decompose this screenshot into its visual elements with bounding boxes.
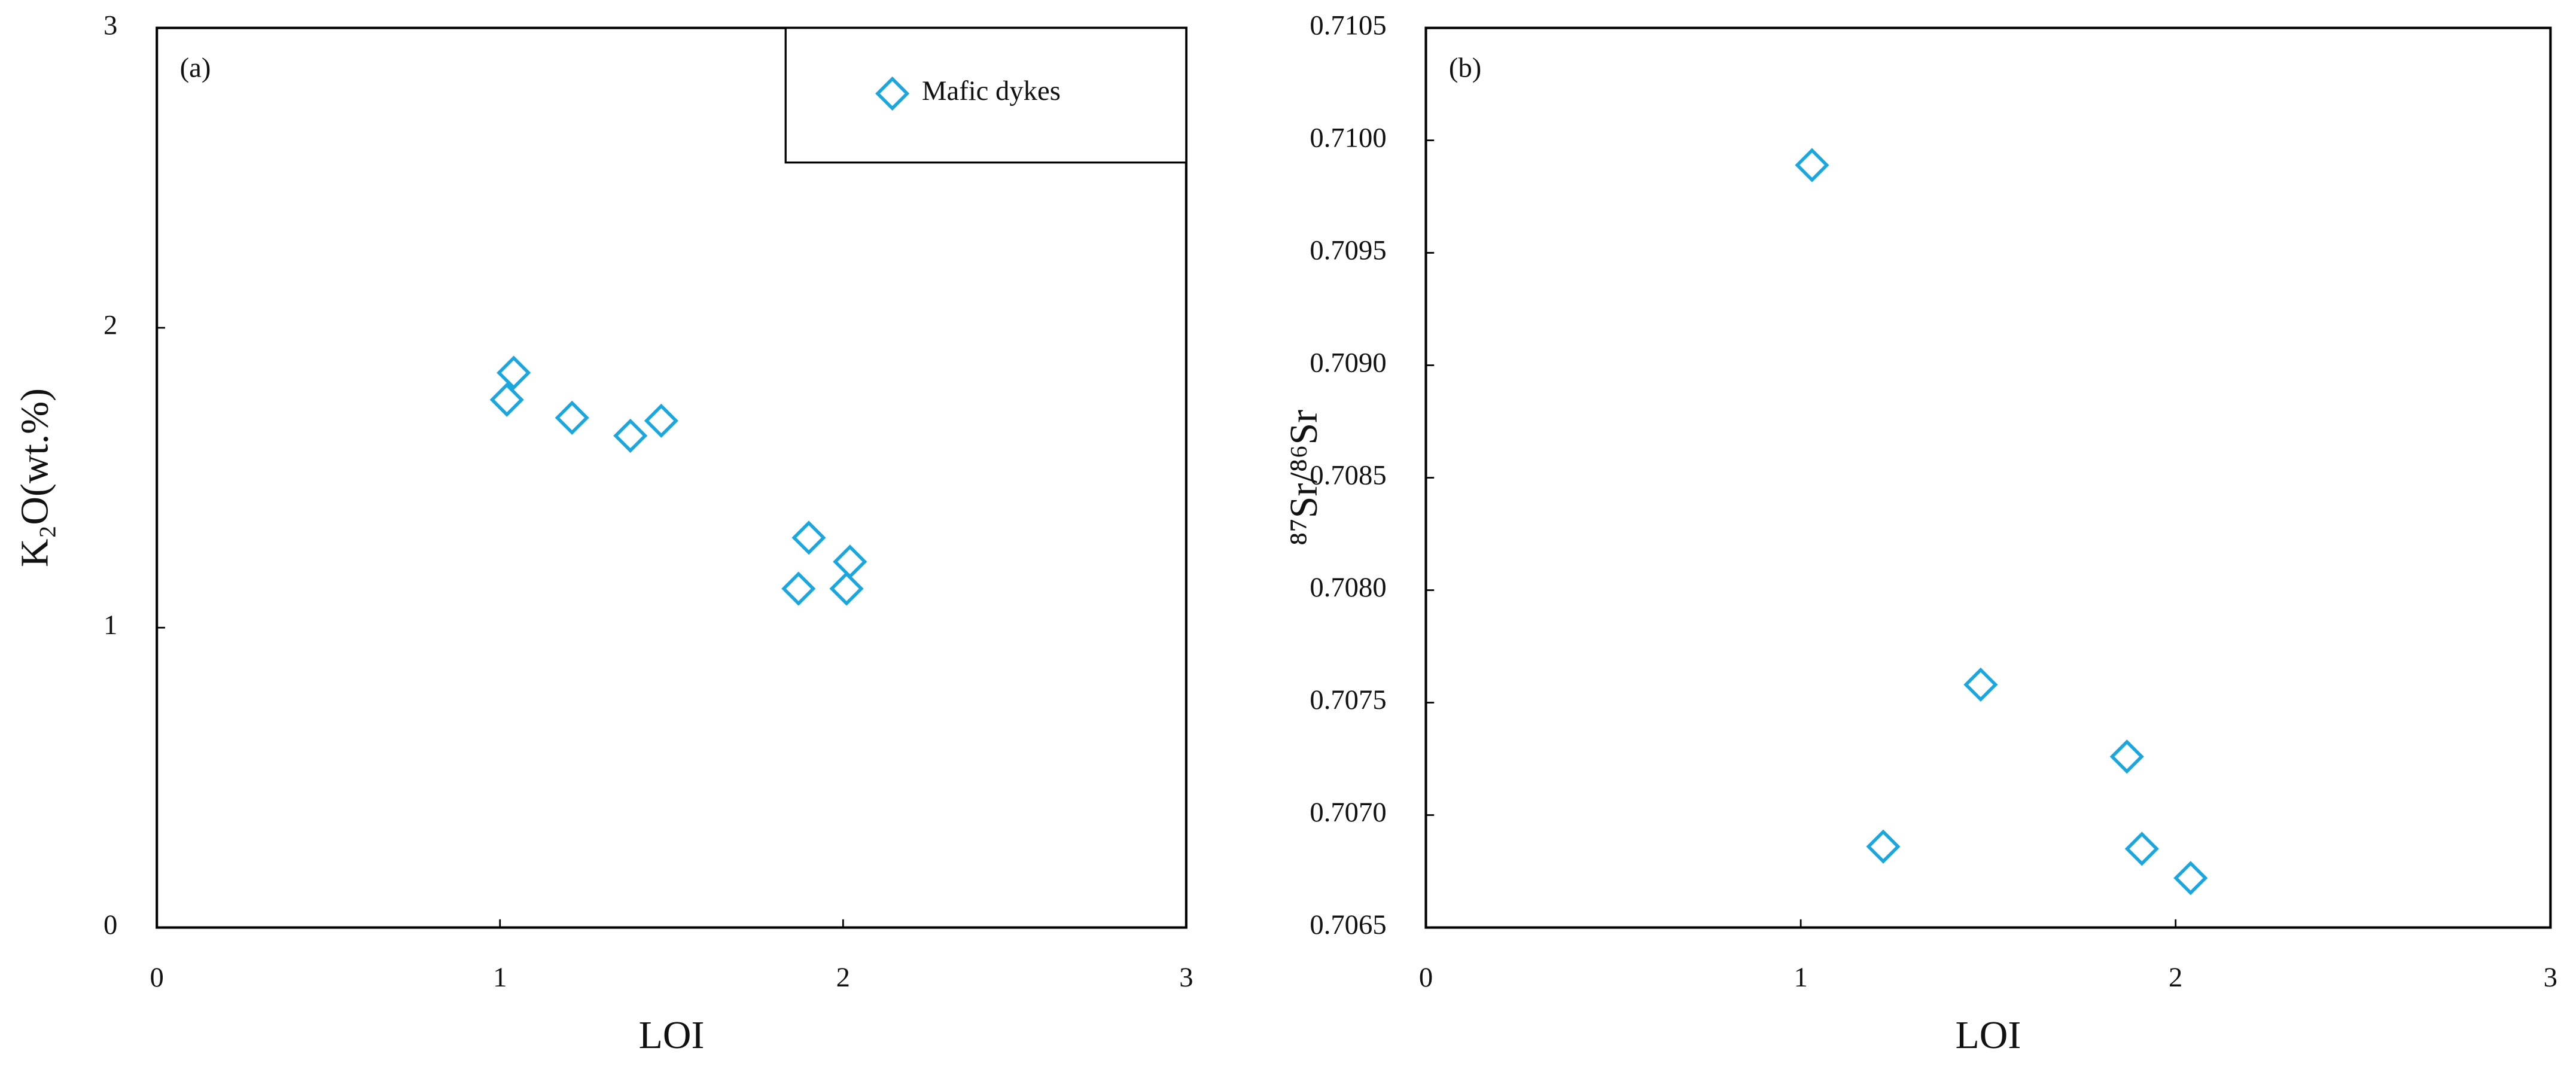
x-tick-label: 3 [2544,962,2557,993]
panel-label: (b) [1449,53,1481,84]
y-axis-title: K₂O(wt.%) [13,388,57,567]
data-point [613,418,648,453]
x-tick-label: 2 [836,962,850,993]
y-tick-label: 0 [103,909,117,940]
data-point [2124,832,2159,866]
panel-label: (a) [180,53,211,84]
x-tick-label: 2 [2169,962,2182,993]
data-point [497,355,531,390]
plot-frame [156,26,1187,929]
x-axis-title: LOI [639,1013,705,1057]
legend-marker [875,76,910,111]
x-axis-title: LOI [1956,1013,2021,1057]
y-tick-label: 0.7085 [1310,459,1386,491]
data-point [489,382,524,417]
y-axis-title: ⁸⁷Sr/⁸⁶Sr [1282,410,1326,546]
legend-box [784,27,1187,164]
legend-label: Mafic dykes [922,75,1061,106]
data-point [2109,739,2144,774]
y-tick-label: 0.7090 [1310,347,1386,378]
x-tick-label: 1 [493,962,507,993]
x-tick-label: 3 [1179,962,1193,993]
data-point [791,520,826,555]
data-point [644,403,678,438]
y-tick-label: 0.7070 [1310,797,1386,828]
data-point [1963,667,1998,702]
x-tick-label: 0 [1419,962,1433,993]
y-tick-label: 3 [103,10,117,41]
data-point [829,571,864,606]
y-tick-label: 1 [103,610,117,641]
y-tick-label: 2 [103,310,117,341]
y-tick-label: 0.7075 [1310,684,1386,715]
y-tick-label: 0.7100 [1310,122,1386,153]
data-point [1795,148,1829,182]
x-tick-label: 0 [150,962,164,993]
y-tick-label: 0.7095 [1310,234,1386,266]
data-point [1866,829,1901,864]
y-tick-label: 0.7065 [1310,909,1386,940]
data-point [781,571,816,606]
x-tick-label: 1 [1794,962,1807,993]
data-point [2173,861,2208,896]
data-point [833,544,867,579]
y-tick-label: 0.7080 [1310,572,1386,603]
y-tick-label: 0.7105 [1310,10,1386,41]
data-point [555,400,589,435]
plot-frame [1424,26,2552,929]
